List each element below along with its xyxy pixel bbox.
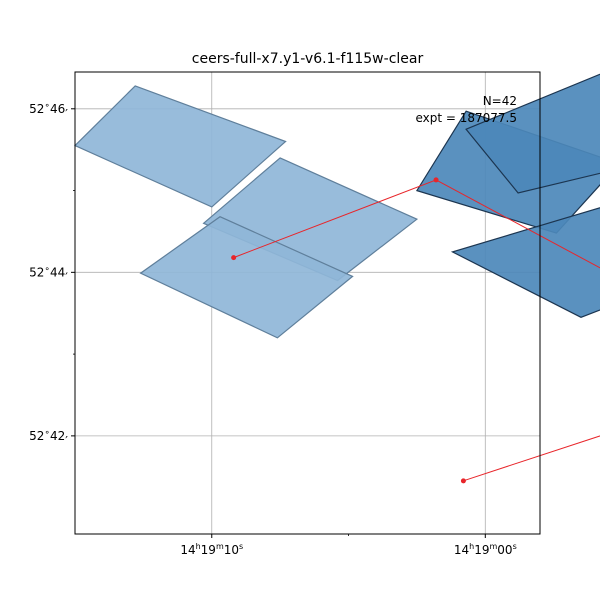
degree-symbol: ∘	[44, 101, 50, 111]
unit-superscript: s	[513, 542, 517, 551]
tick-value: 52	[29, 102, 44, 116]
tick-value: 52	[29, 265, 44, 279]
pointing-path	[231, 177, 600, 484]
footprint-dark	[465, 73, 600, 194]
y-tick-label: 52∘46′	[29, 101, 68, 121]
y-tick-label: 52∘44′	[29, 264, 68, 284]
x-tick-label: 14h19m00s	[454, 542, 517, 557]
unit-superscript: h	[469, 542, 474, 551]
axis-ticks: 14h19m10s14h19m00s14h18m50s52∘42′52∘44′5…	[29, 101, 517, 557]
tick-value: 00	[497, 543, 512, 557]
unit-superscript: m	[489, 542, 497, 551]
footprint-polygons	[73, 73, 600, 339]
tick-value: 10	[224, 543, 239, 557]
degree-symbol: ∘	[44, 264, 50, 274]
y-tick-label: 52∘42′	[29, 428, 68, 448]
tick-value: 14	[180, 543, 195, 557]
degree-symbol: ∘	[44, 428, 50, 438]
chart-title: ceers-full-x7.y1-v6.1-f115w-clear	[192, 51, 424, 67]
tick-value: 19	[201, 543, 216, 557]
tick-value: ′	[65, 270, 68, 284]
footprint-dark	[450, 207, 600, 318]
tick-value: 19	[474, 543, 489, 557]
unit-superscript: m	[216, 542, 224, 551]
tick-value: 42	[50, 429, 65, 443]
path-point	[433, 177, 439, 183]
tick-value: ′	[65, 434, 68, 448]
path-line	[233, 179, 600, 482]
footprint-light	[139, 216, 354, 339]
tick-value: 44	[50, 265, 65, 279]
footprint-light	[73, 85, 287, 208]
annotations: N=42 expt = 187077.5	[415, 94, 517, 125]
path-point	[231, 255, 237, 261]
x-tick-label: 14h19m10s	[180, 542, 243, 557]
path-point	[460, 478, 466, 484]
tick-value: 52	[29, 429, 44, 443]
tick-value: 14	[454, 543, 469, 557]
tick-value: 46	[50, 102, 65, 116]
unit-superscript: h	[196, 542, 201, 551]
unit-superscript: s	[239, 542, 243, 551]
tick-value: ′	[65, 107, 68, 121]
annotation-text: expt = 187077.5	[415, 111, 517, 125]
plot-frame	[74, 71, 541, 535]
annotation-text: N=42	[483, 94, 517, 108]
